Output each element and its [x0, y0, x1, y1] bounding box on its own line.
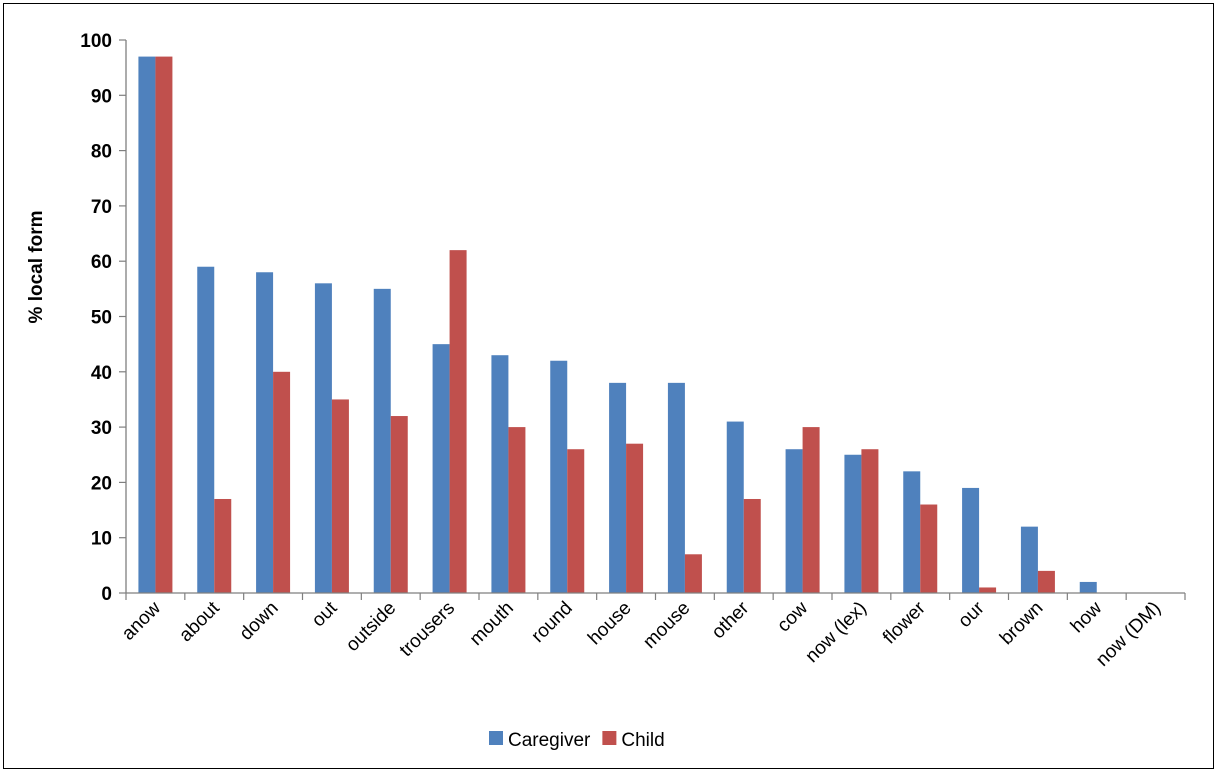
- x-tick-label: flower: [879, 597, 930, 648]
- bar-child-house: [626, 443, 644, 593]
- legend-label: Caregiver: [508, 730, 591, 751]
- y-tick-label: 20: [91, 473, 112, 494]
- bar-child-now-lex-: [861, 449, 879, 593]
- y-tick-label: 10: [91, 529, 112, 550]
- y-tick-label: 70: [91, 197, 112, 218]
- y-tick-label: 50: [91, 308, 112, 329]
- bars: [138, 56, 1097, 593]
- bar-caregiver-trousers: [432, 344, 450, 593]
- bar-caregiver-outside: [373, 288, 391, 593]
- bar-caregiver-mouth: [491, 355, 509, 593]
- bar-child-mouth: [508, 427, 526, 593]
- x-tick-label: mouse: [639, 598, 694, 653]
- bar-child-flower: [920, 504, 938, 593]
- x-tick-label: house: [584, 598, 635, 649]
- y-tick-label: 100: [80, 31, 112, 52]
- bar-child-brown: [1037, 570, 1055, 593]
- bar-caregiver-now-lex-: [844, 454, 862, 593]
- bar-child-cow: [802, 427, 820, 593]
- x-tick-label: brown: [996, 598, 1047, 649]
- y-axis-label: % local form: [26, 211, 47, 324]
- bar-caregiver-cow: [785, 449, 803, 593]
- legend-swatch: [489, 731, 503, 745]
- bar-child-mouse: [684, 554, 702, 593]
- y-tick-label: 90: [91, 86, 112, 107]
- legend-swatch: [602, 731, 617, 745]
- bar-child-about: [214, 498, 232, 593]
- bar-caregiver-our: [962, 487, 980, 593]
- bar-caregiver-how: [1079, 581, 1097, 593]
- bar-child-trousers: [449, 250, 467, 593]
- bar-caregiver-flower: [903, 471, 921, 593]
- x-tick-label: round: [528, 598, 577, 647]
- x-tick-label: out: [308, 597, 342, 631]
- x-tick-label: now (DM): [1092, 598, 1165, 671]
- x-tick-label: trousers: [396, 598, 459, 661]
- x-tick-label: cow: [773, 597, 812, 636]
- bar-child-round: [567, 449, 585, 593]
- bar-child-other: [743, 498, 761, 593]
- bar-child-our: [979, 587, 997, 593]
- x-tick-label: outside: [342, 598, 400, 656]
- y-axis-ticks: 0 10 20 30 40 50 60 70 80 90 100: [80, 31, 126, 605]
- bar-caregiver-anow: [138, 56, 156, 593]
- bar-child-out: [331, 399, 349, 593]
- bar-caregiver-house: [609, 382, 627, 593]
- bar-caregiver-down: [256, 272, 274, 593]
- y-tick-label: 30: [91, 418, 112, 439]
- y-tick-label: 0: [101, 584, 112, 605]
- bar-child-outside: [390, 416, 408, 593]
- bar-caregiver-other: [726, 421, 744, 593]
- bar-child-down: [273, 371, 291, 593]
- y-tick-label: 40: [91, 363, 112, 384]
- x-tick-label: now (lex): [802, 598, 871, 667]
- bar-caregiver-out: [314, 283, 332, 593]
- x-tick-label: about: [175, 597, 224, 646]
- bar-caregiver-mouse: [667, 382, 685, 593]
- x-tick-label: down: [236, 598, 283, 645]
- x-tick-label: anow: [118, 597, 165, 644]
- bar-caregiver-about: [197, 266, 215, 593]
- y-tick-label: 80: [91, 142, 112, 163]
- x-tick-label: how: [1067, 597, 1107, 637]
- bar-caregiver-round: [550, 360, 568, 593]
- y-tick-label: 60: [91, 252, 112, 273]
- x-tick-label: other: [708, 597, 754, 643]
- legend-label: Child: [621, 730, 664, 751]
- bar-child-anow: [155, 56, 173, 593]
- x-tick-label: mouth: [466, 598, 518, 650]
- x-tick-label: our: [954, 597, 989, 632]
- axes: [125, 40, 1186, 600]
- legend: Caregiver Child: [489, 730, 665, 751]
- bar-caregiver-brown: [1020, 526, 1038, 593]
